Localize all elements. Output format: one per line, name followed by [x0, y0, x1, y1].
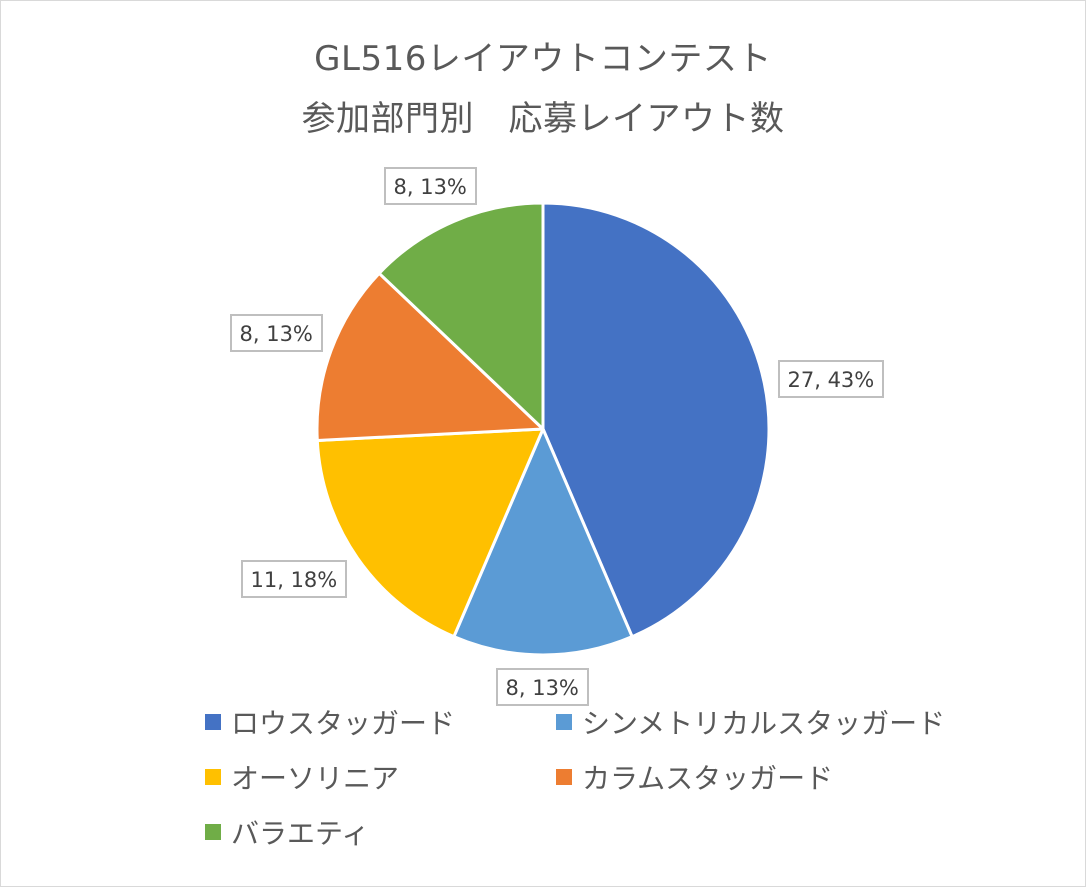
- pie-slice-4: [315, 271, 545, 442]
- pie-slice-2: [452, 427, 634, 657]
- pie-slice-5: [377, 201, 545, 431]
- pie-slice-1: [541, 201, 771, 639]
- chart-title: GL516レイアウトコンテスト: [314, 39, 772, 79]
- data-label-2: 8, 13%: [495, 668, 589, 706]
- chart-subtitle: 参加部門別 応募レイアウト数: [301, 99, 785, 139]
- data-label-1: 27, 43%: [777, 360, 885, 398]
- pie-slice-3: [315, 427, 545, 639]
- data-label-3: 11, 18%: [240, 560, 348, 598]
- data-label-5: 8, 13%: [383, 167, 477, 205]
- data-label-4: 8, 13%: [229, 314, 323, 352]
